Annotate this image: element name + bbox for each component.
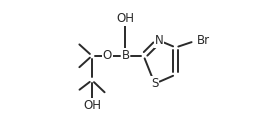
Text: N: N [155, 34, 163, 47]
Text: OH: OH [116, 12, 134, 25]
Text: B: B [121, 49, 129, 62]
Text: Br: Br [197, 34, 210, 47]
Text: O: O [103, 49, 112, 62]
Text: S: S [151, 77, 158, 90]
Text: OH: OH [83, 99, 101, 112]
